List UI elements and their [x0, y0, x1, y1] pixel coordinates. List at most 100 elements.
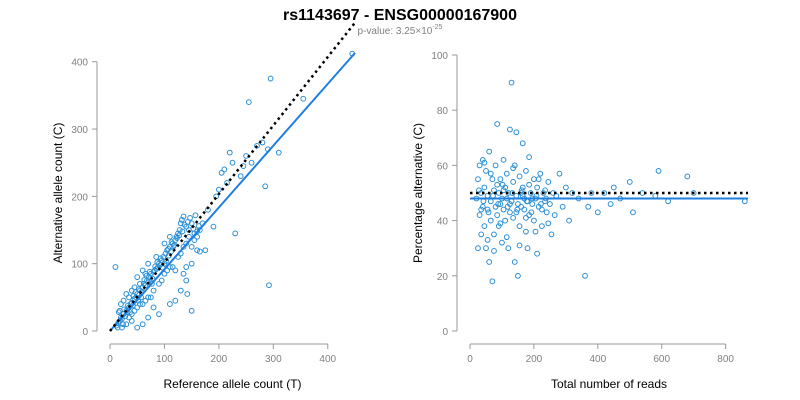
data-point — [119, 324, 125, 331]
data-point — [610, 184, 617, 191]
data-point — [123, 321, 130, 328]
data-point — [489, 176, 496, 183]
data-point — [548, 231, 555, 238]
data-point — [210, 223, 217, 230]
data-point — [183, 277, 190, 284]
data-point — [690, 190, 697, 196]
figure-subtitle: p-value: 3.25×10-25 — [358, 24, 443, 37]
data-point — [139, 301, 146, 307]
x-tick-label: 300 — [265, 354, 282, 365]
y-tick-label: 300 — [71, 125, 88, 136]
data-point — [221, 166, 228, 173]
data-point — [499, 181, 506, 188]
data-point — [267, 75, 274, 82]
data-point — [188, 220, 195, 227]
data-point — [481, 184, 488, 191]
x-tick-label: 100 — [156, 354, 173, 365]
data-point — [485, 209, 492, 216]
data-point — [215, 186, 222, 193]
data-point — [531, 176, 537, 183]
data-point — [489, 278, 496, 285]
data-point — [559, 203, 566, 210]
data-point — [161, 240, 168, 247]
data-point — [176, 227, 183, 233]
data-point — [125, 302, 131, 309]
data-point — [514, 206, 521, 213]
x-tick-label: 400 — [589, 354, 606, 365]
data-point — [194, 233, 201, 240]
data-point — [569, 190, 576, 196]
data-point — [508, 79, 515, 86]
data-point — [476, 212, 483, 218]
x-tick-label: 200 — [526, 354, 543, 365]
data-point — [137, 280, 143, 287]
data-point — [503, 170, 510, 177]
data-point — [134, 304, 141, 311]
data-point — [505, 245, 512, 252]
data-point — [585, 203, 592, 210]
data-point — [523, 168, 529, 174]
data-point — [275, 149, 282, 156]
y-axis-label: Percentage alternative (C) — [411, 123, 425, 263]
data-point — [566, 217, 572, 224]
data-point — [529, 201, 536, 207]
data-point — [145, 279, 152, 286]
data-point — [254, 142, 260, 149]
data-point — [478, 206, 485, 213]
data-point — [491, 187, 497, 194]
data-point — [179, 228, 186, 235]
data-point — [486, 148, 493, 155]
data-point — [518, 187, 525, 194]
data-point — [543, 209, 550, 216]
data-point — [300, 95, 307, 102]
data-point — [534, 250, 541, 257]
data-point — [178, 217, 185, 223]
data-point — [166, 301, 173, 307]
data-point — [226, 149, 233, 156]
data-point — [510, 179, 517, 185]
data-point — [232, 230, 239, 237]
data-point — [262, 183, 269, 190]
data-point — [158, 277, 165, 284]
data-point — [503, 234, 510, 241]
data-point — [483, 168, 489, 174]
data-point — [150, 287, 157, 294]
data-point — [519, 184, 526, 191]
data-point — [519, 140, 526, 147]
x-tick-label: 200 — [211, 354, 228, 365]
data-point — [510, 214, 517, 221]
data-point — [516, 173, 523, 180]
data-point — [134, 274, 141, 281]
data-point — [475, 176, 481, 183]
data-point — [237, 173, 244, 180]
data-point — [195, 223, 202, 229]
data-point — [475, 245, 481, 252]
data-point — [500, 206, 507, 213]
x-axis-label: Total number of reads — [551, 377, 667, 391]
x-axis-label: Reference allele count (T) — [163, 377, 301, 391]
data-point — [601, 190, 608, 196]
data-point — [170, 243, 177, 250]
data-point — [492, 162, 499, 169]
data-point — [495, 201, 502, 207]
data-point — [491, 248, 497, 254]
left-scatter-panel: 0 100 200 300 400 0 100 200 300 400 Reference alle… — [51, 21, 356, 391]
y-tick-label: 20 — [437, 272, 449, 283]
data-point — [538, 201, 544, 207]
data-point — [523, 228, 529, 235]
data-point — [121, 306, 128, 313]
data-point — [537, 170, 544, 177]
data-point — [196, 248, 203, 255]
data-point — [538, 223, 545, 230]
data-point — [510, 165, 517, 172]
data-point — [528, 209, 535, 216]
data-point — [176, 232, 183, 239]
data-point — [551, 212, 558, 218]
x-tick-label: 400 — [319, 354, 336, 365]
y-tick-label: 200 — [71, 192, 88, 203]
data-point — [139, 321, 146, 328]
data-point — [478, 231, 485, 238]
y-tick-label: 60 — [437, 161, 449, 172]
data-point — [497, 176, 504, 183]
